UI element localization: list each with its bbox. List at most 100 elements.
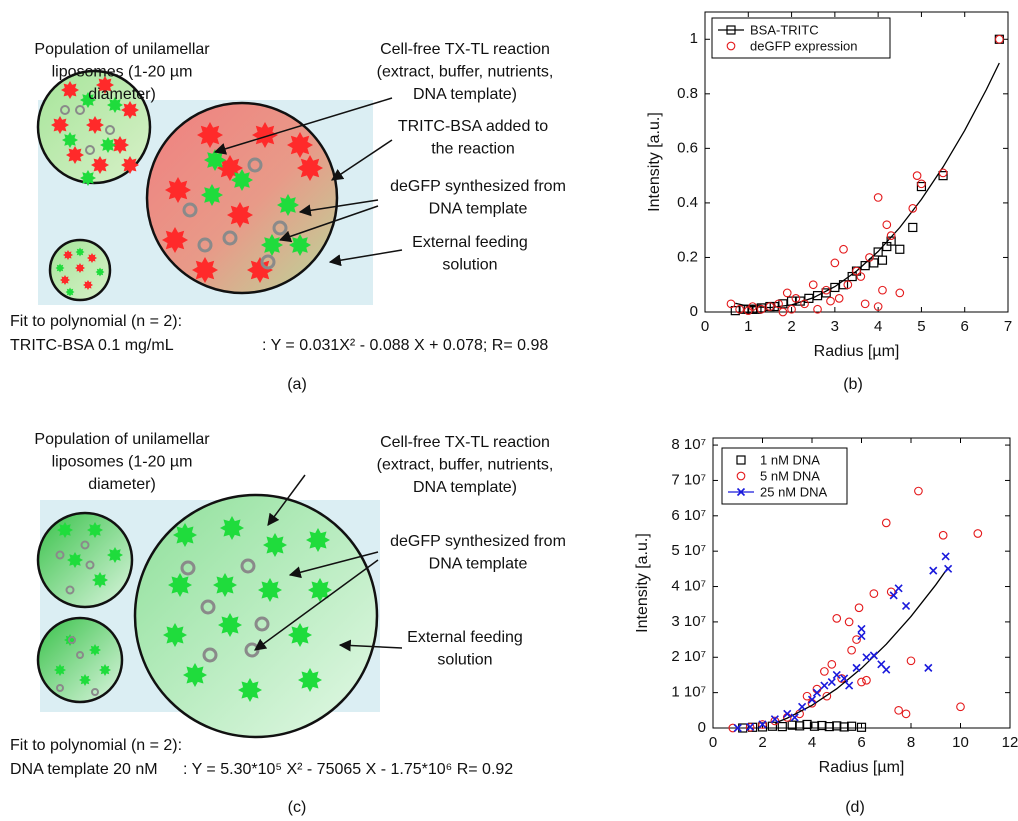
- legend-label: 25 nM DNA: [760, 484, 828, 499]
- arrow: [288, 551, 379, 579]
- protein-star: [261, 234, 283, 256]
- dna-ring: [197, 237, 213, 253]
- point: [846, 721, 857, 731]
- point: [894, 705, 903, 715]
- y-tick-label: 4 10⁷: [671, 578, 706, 595]
- fit-equation: : Y = 0.031X² - 0.088 X + 0.078; R= 0.98: [262, 337, 548, 354]
- point: [914, 486, 923, 496]
- point: [821, 285, 831, 295]
- protein-star: [201, 184, 223, 206]
- liposome: [36, 616, 124, 704]
- protein-star: [55, 263, 65, 273]
- protein-star: [162, 227, 188, 253]
- point: [924, 663, 933, 672]
- fit-equation: : Y = 5.30*10⁵ X² - 75065 X - 1.75*10⁶ R…: [183, 761, 513, 778]
- point: [837, 674, 847, 683]
- x-tick-label: 5: [917, 318, 925, 335]
- protein-star: [80, 92, 96, 108]
- point: [745, 722, 755, 732]
- point: [857, 677, 866, 687]
- point: [917, 179, 926, 189]
- point: [756, 304, 766, 314]
- panel-label: (b): [843, 376, 863, 393]
- point: [938, 168, 948, 178]
- protein-star: [168, 573, 192, 597]
- dna-ring: [75, 105, 85, 115]
- point: [860, 299, 870, 309]
- point: [881, 518, 891, 528]
- point: [856, 722, 867, 732]
- dna-ring: [247, 157, 263, 173]
- diagram-label: TRITC-BSA added to: [398, 118, 548, 135]
- protein-star: [288, 623, 312, 647]
- point: [800, 299, 809, 309]
- point: [886, 236, 896, 246]
- fit-title: Fit to polynomial (n = 2):: [10, 313, 182, 330]
- diagram-label: solution: [437, 652, 492, 669]
- diagram-label: deGFP synthesized from: [390, 178, 566, 195]
- point: [941, 552, 950, 561]
- legend-marker: [726, 41, 736, 51]
- point: [820, 681, 829, 690]
- protein-star: [308, 578, 332, 602]
- y-tick-label: 0.6: [677, 139, 698, 156]
- point: [994, 34, 1004, 44]
- point: [908, 204, 918, 213]
- diagram-label: diameter): [88, 86, 156, 103]
- point: [765, 302, 775, 311]
- x-axis-label: Radius [µm]: [819, 759, 905, 776]
- fit-title: Fit to polynomial (n = 2):: [10, 737, 182, 754]
- point: [787, 304, 796, 314]
- panel-label: (a): [287, 376, 307, 393]
- point: [895, 244, 905, 254]
- protein-star: [63, 250, 73, 260]
- fit-sample: TRITC-BSA 0.1 mg/mL: [10, 337, 174, 354]
- dna-ring: [200, 599, 216, 615]
- point: [804, 293, 814, 303]
- arrow: [213, 97, 393, 155]
- point: [758, 720, 767, 729]
- diagram-label: liposomes (1-20 µm: [52, 64, 193, 81]
- protein-star: [107, 97, 123, 113]
- y-tick-label: 8 10⁷: [671, 436, 706, 453]
- protein-star: [86, 116, 104, 134]
- point: [830, 282, 840, 293]
- protein-star: [277, 194, 299, 216]
- panel-label: (c): [288, 799, 307, 816]
- dna-ring: [80, 540, 90, 550]
- protein-star: [89, 644, 101, 656]
- point: [852, 663, 861, 672]
- point: [802, 719, 812, 730]
- dna-ring: [260, 254, 276, 270]
- point: [862, 653, 871, 662]
- point: [956, 702, 965, 712]
- legend-marker: [736, 487, 746, 497]
- legend-label: BSA-TRITC: [750, 22, 819, 37]
- point: [832, 670, 841, 680]
- point: [812, 688, 822, 697]
- diagram-label: the reaction: [431, 141, 515, 158]
- x-tick-label: 0: [701, 318, 709, 335]
- point: [912, 171, 922, 180]
- protein-star: [83, 280, 93, 290]
- x-tick-label: 7: [1004, 318, 1012, 335]
- point: [748, 302, 757, 311]
- point: [908, 222, 918, 233]
- point: [886, 587, 896, 597]
- protein-star: [111, 136, 129, 154]
- x-tick-label: 6: [961, 318, 969, 335]
- protein-star: [252, 122, 278, 148]
- protein-star: [62, 132, 78, 148]
- x-tick-label: 2: [787, 318, 795, 335]
- x-axis-label: Radius [µm]: [814, 343, 900, 360]
- dna-ring: [85, 145, 95, 155]
- point: [862, 675, 871, 685]
- protein-star: [218, 613, 242, 637]
- arrow: [278, 205, 379, 243]
- point: [865, 253, 874, 262]
- point: [938, 171, 948, 181]
- diagram-label: deGFP synthesized from: [390, 533, 566, 550]
- point: [906, 656, 916, 666]
- protein-star: [96, 76, 114, 94]
- point: [807, 695, 817, 704]
